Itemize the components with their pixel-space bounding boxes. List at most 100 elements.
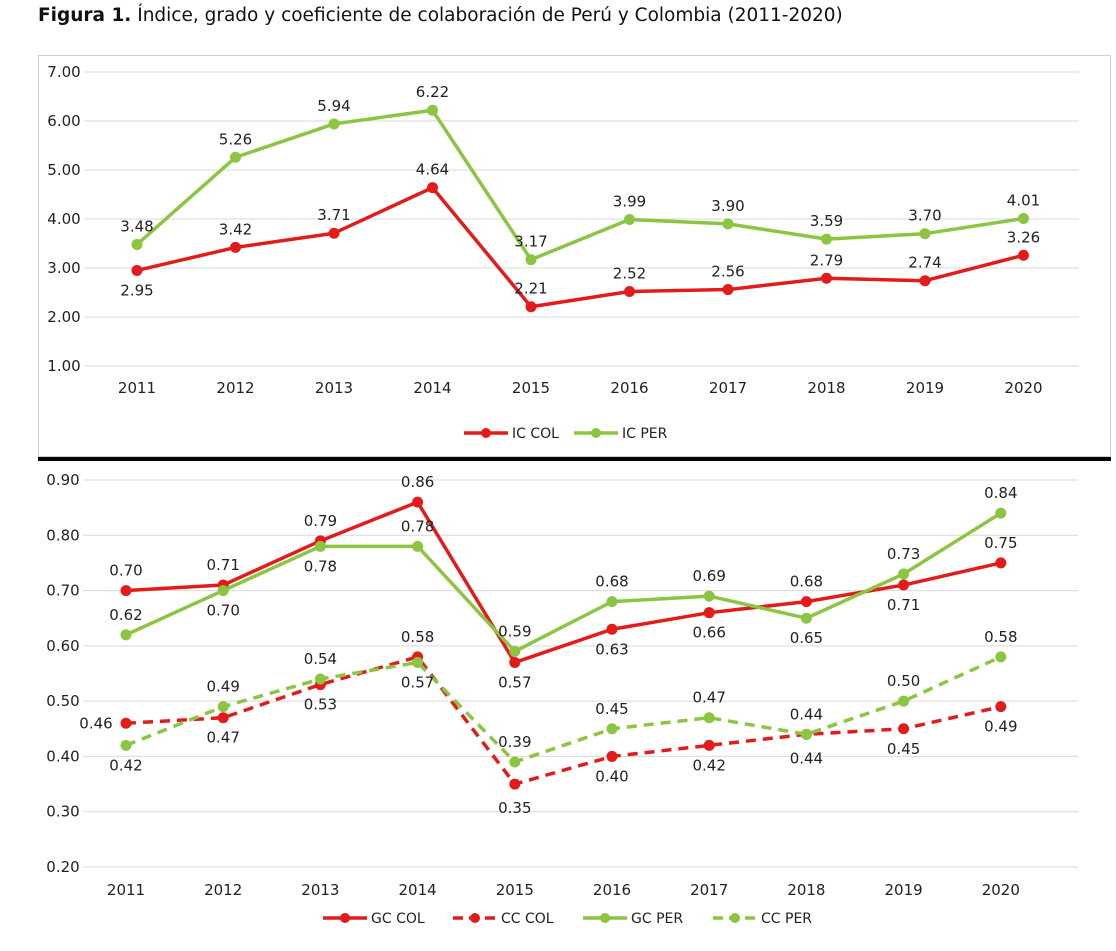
x-tick-label: 2019 bbox=[885, 881, 923, 899]
data-label: 0.58 bbox=[984, 628, 1017, 646]
data-label: 2.74 bbox=[908, 254, 941, 272]
data-point bbox=[606, 623, 618, 635]
legend-swatch-marker bbox=[340, 913, 350, 923]
data-label: 0.71 bbox=[887, 596, 920, 614]
x-tick-label: 2017 bbox=[709, 379, 747, 397]
y-tick-label: 0.30 bbox=[46, 803, 79, 821]
legend-label: GC COL bbox=[371, 911, 425, 927]
data-point bbox=[800, 612, 812, 624]
data-label: 0.44 bbox=[790, 705, 823, 723]
data-label: 2.56 bbox=[711, 263, 744, 281]
data-point bbox=[525, 301, 537, 313]
legend: IC COL IC PER bbox=[464, 426, 668, 442]
data-label: 0.68 bbox=[790, 573, 823, 591]
x-tick-label: 2017 bbox=[690, 881, 728, 899]
data-point bbox=[624, 286, 635, 298]
series-line bbox=[125, 655, 1002, 786]
x-tick-label: 2019 bbox=[906, 379, 944, 397]
data-label: 5.94 bbox=[317, 97, 350, 115]
legend-label: IC COL bbox=[512, 426, 559, 442]
data-point bbox=[120, 717, 132, 729]
x-tick-label: 2013 bbox=[301, 881, 339, 899]
y-tick-label: 4.00 bbox=[47, 210, 80, 228]
data-label: 0.47 bbox=[692, 689, 725, 707]
data-point bbox=[509, 656, 521, 668]
legend: GC COL CC COL GC PER CC PER bbox=[323, 911, 812, 927]
x-tick-label: 2011 bbox=[118, 379, 156, 397]
data-point bbox=[703, 739, 715, 751]
data-label: 3.90 bbox=[711, 197, 744, 215]
data-label: 0.40 bbox=[595, 767, 628, 785]
series-cc-per: 0.42 0.49 0.54 0.57 0.39 0.45 0.47 0.44 0.50 0.58 bbox=[109, 628, 1017, 774]
data-point bbox=[800, 596, 812, 608]
data-point bbox=[821, 233, 832, 245]
x-tick-label: 2020 bbox=[1004, 379, 1042, 397]
data-label: 2.79 bbox=[810, 251, 843, 269]
data-label: 2.52 bbox=[613, 265, 646, 283]
data-point bbox=[919, 275, 931, 287]
x-tick-label: 2014 bbox=[399, 881, 437, 899]
data-point bbox=[217, 701, 229, 713]
data-point bbox=[314, 540, 326, 552]
series-ic-col: 2.95 3.42 3.71 4.64 2.21 2.52 2.56 2.79 2.74 3.26 bbox=[120, 161, 1040, 313]
y-tick-label: 6.00 bbox=[47, 112, 80, 130]
data-point bbox=[230, 151, 241, 163]
data-point bbox=[800, 728, 812, 740]
x-tick-label: 2015 bbox=[496, 881, 534, 899]
x-tick-label: 2014 bbox=[413, 379, 451, 397]
data-label: 0.73 bbox=[887, 545, 920, 563]
data-point bbox=[412, 496, 424, 508]
data-label: 4.01 bbox=[1007, 192, 1040, 210]
data-label: 0.59 bbox=[498, 622, 531, 640]
data-label: 0.45 bbox=[595, 700, 628, 718]
data-point bbox=[131, 238, 143, 250]
data-point bbox=[314, 673, 326, 685]
legend-swatch-marker bbox=[730, 913, 740, 923]
data-point bbox=[606, 723, 618, 735]
legend-swatch-marker bbox=[600, 913, 610, 923]
data-point bbox=[821, 272, 832, 284]
data-label: 6.22 bbox=[416, 83, 449, 101]
y-tick-label: 0.90 bbox=[46, 471, 79, 489]
data-point bbox=[995, 507, 1007, 519]
data-point bbox=[898, 579, 910, 591]
data-label: 0.49 bbox=[984, 718, 1017, 736]
data-label: 0.65 bbox=[790, 629, 823, 647]
data-label: 0.79 bbox=[304, 512, 337, 530]
data-label: 0.75 bbox=[984, 534, 1017, 552]
y-tick-label: 0.40 bbox=[46, 747, 79, 765]
data-point bbox=[898, 568, 910, 580]
data-point bbox=[509, 778, 521, 790]
figure-caption: Figura 1. Índice, grado y coeficiente de… bbox=[38, 5, 843, 26]
data-point bbox=[328, 227, 340, 239]
y-tick-label: 0.80 bbox=[46, 526, 79, 544]
data-label: 0.45 bbox=[887, 740, 920, 758]
y-tick-label: 2.00 bbox=[47, 308, 80, 326]
data-point bbox=[509, 756, 521, 768]
data-point bbox=[328, 118, 340, 130]
data-point bbox=[703, 590, 715, 602]
data-label: 3.99 bbox=[613, 192, 646, 210]
grid-and-axes: 0.20 0.30 0.40 0.50 0.60 0.70 0.80 0.90 2011 2012… bbox=[46, 471, 1078, 899]
data-point bbox=[995, 557, 1007, 569]
y-tick-label: 0.20 bbox=[46, 858, 79, 876]
data-point bbox=[1018, 213, 1029, 225]
data-label: 0.46 bbox=[79, 714, 112, 732]
y-tick-label: 5.00 bbox=[47, 161, 80, 179]
series-line bbox=[125, 511, 1002, 654]
data-label: 3.70 bbox=[908, 207, 941, 225]
data-point bbox=[120, 585, 132, 597]
x-tick-label: 2018 bbox=[787, 881, 825, 899]
data-label: 0.70 bbox=[109, 562, 142, 580]
data-label: 0.78 bbox=[401, 517, 434, 535]
data-label: 0.68 bbox=[595, 573, 628, 591]
data-point bbox=[919, 228, 931, 240]
data-label: 3.71 bbox=[317, 206, 350, 224]
data-point bbox=[217, 585, 229, 597]
legend-label: CC COL bbox=[501, 911, 554, 927]
data-label: 0.42 bbox=[692, 756, 725, 774]
x-tick-label: 2012 bbox=[216, 379, 254, 397]
data-point bbox=[624, 213, 635, 225]
data-label: 0.39 bbox=[498, 733, 531, 751]
x-tick-label: 2016 bbox=[593, 881, 631, 899]
